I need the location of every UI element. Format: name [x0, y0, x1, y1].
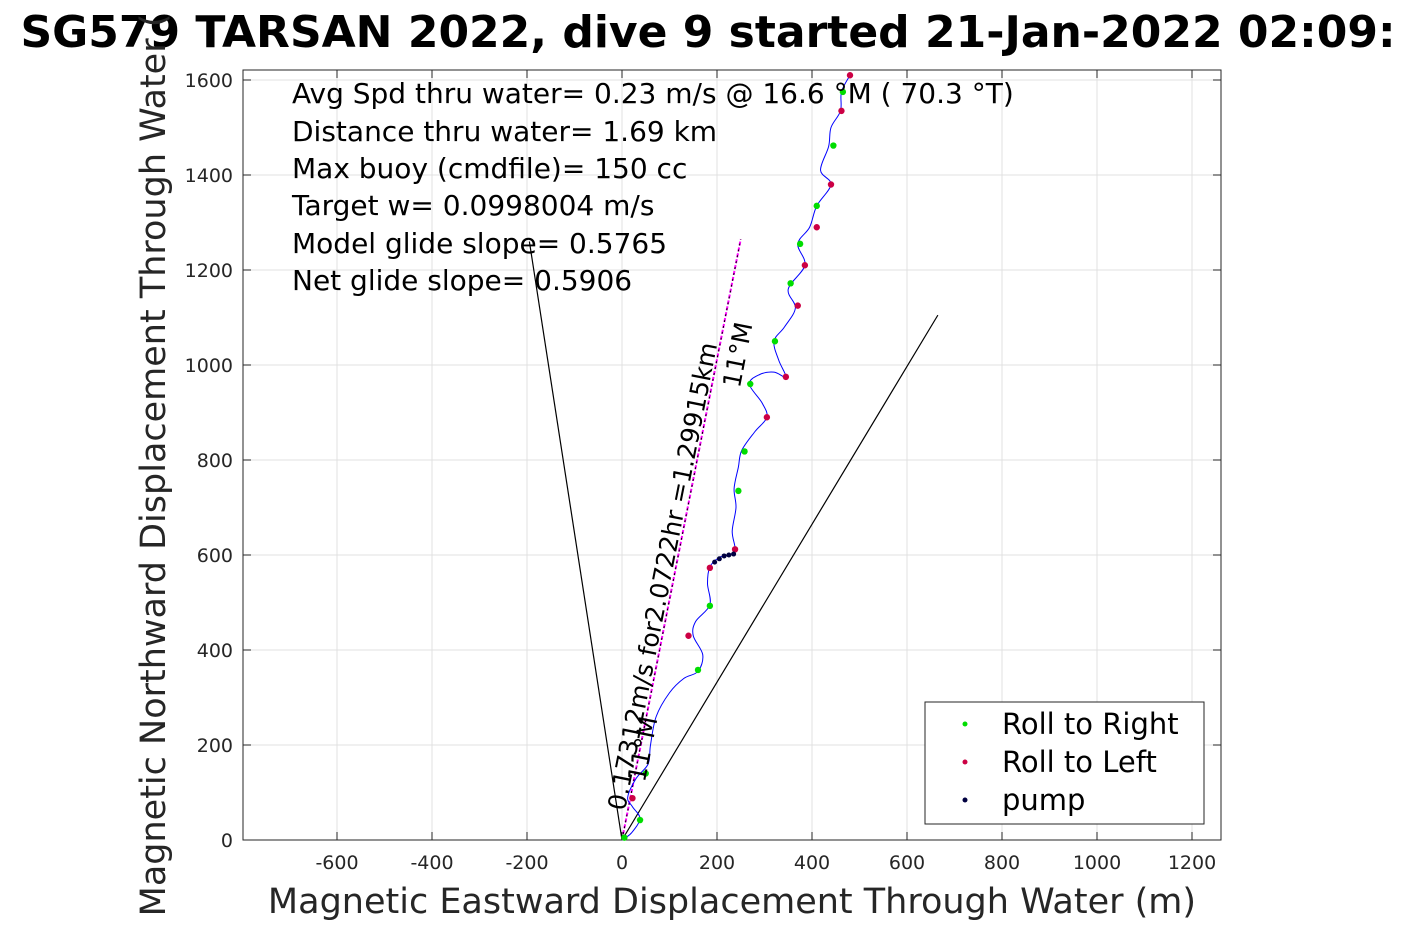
direction-line-right-bound — [621, 314, 939, 841]
y-axis-label: Magnetic Northward Displacement Through … — [134, 14, 174, 917]
marker-roll-to-left — [731, 546, 739, 553]
legend-label-right: Roll to Right — [1002, 707, 1179, 741]
marker-roll-to-right — [830, 142, 837, 149]
y-tick-label: 0 — [221, 830, 233, 852]
direction-line-left-bound — [528, 241, 623, 841]
legend-label-left: Roll to Left — [1002, 745, 1157, 779]
marker-roll-to-left — [794, 302, 801, 309]
marker-roll-to-left — [763, 414, 771, 421]
annotation-target-w: Target w= 0.0998004 m/s — [291, 189, 654, 222]
legend-marker-pump — [962, 797, 968, 803]
marker-roll-to-right — [813, 202, 820, 210]
x-tick-label: 0 — [616, 852, 628, 874]
marker-roll-to-left — [801, 262, 809, 269]
marker-roll-to-left — [685, 632, 692, 639]
x-tick-label: 600 — [889, 852, 925, 874]
annotation-net-glide: Net glide slope= 0.5906 — [292, 264, 632, 297]
chart-title: SG579 TARSAN 2022, dive 9 started 21-Jan… — [20, 7, 1395, 58]
marker-roll-to-left — [846, 72, 854, 79]
annotation-max-buoy: Max buoy (cmdfile)= 150 cc — [292, 152, 687, 185]
marker-roll-to-right — [839, 88, 847, 96]
glider-track — [621, 75, 851, 841]
marker-roll-to-left — [706, 564, 714, 572]
direction-line-current-overlay — [621, 239, 742, 841]
plot-area — [242, 69, 1222, 841]
x-tick-label: 800 — [984, 852, 1020, 874]
x-tick-label: 400 — [794, 852, 830, 874]
marker-roll-to-right — [747, 380, 754, 388]
legend: Roll to Right Roll to Left pump — [924, 701, 1205, 825]
y-tick-label: 600 — [197, 545, 233, 567]
roll-markers — [621, 72, 854, 841]
marker-roll-to-right — [642, 770, 649, 777]
x-tick-label: 1200 — [1168, 852, 1216, 874]
marker-roll-to-left — [813, 224, 820, 231]
marker-roll-to-left — [782, 373, 790, 381]
marker-roll-to-left — [827, 181, 835, 188]
y-tick-label: 1200 — [185, 260, 233, 282]
marker-roll-to-right — [706, 602, 714, 610]
marker-roll-to-right — [694, 666, 702, 674]
direction-lines — [528, 238, 939, 841]
marker-roll-to-right — [771, 338, 779, 345]
marker-pump — [731, 551, 737, 557]
y-tick-label: 1400 — [185, 165, 233, 187]
x-tick-label: 200 — [699, 852, 735, 874]
current-label: 0.17312m/s for2.0722hr =1.29915km — [602, 340, 723, 813]
x-tick-label: 1000 — [1073, 852, 1121, 874]
x-tick-label: -600 — [315, 852, 358, 874]
marker-roll-to-right — [735, 487, 742, 495]
marker-pump — [721, 553, 727, 559]
x-tick-label: -200 — [505, 852, 548, 874]
marker-roll-to-right — [787, 280, 794, 287]
annotation-avg-speed: Avg Spd thru water= 0.23 m/s @ 16.6 °M (… — [292, 77, 1014, 110]
y-tick-label: 200 — [197, 735, 233, 757]
stats-annotations: Avg Spd thru water= 0.23 m/s @ 16.6 °M (… — [291, 77, 1014, 297]
annotation-distance: Distance thru water= 1.69 km — [292, 115, 717, 148]
legend-marker-right — [962, 721, 968, 727]
marker-roll-to-right — [741, 448, 748, 455]
legend-box — [924, 701, 1205, 825]
marker-roll-to-left — [838, 107, 845, 115]
marker-roll-to-left — [629, 795, 636, 802]
marker-pump — [726, 552, 732, 558]
legend-label-pump: pump — [1002, 783, 1085, 817]
x-axis-label: Magnetic Eastward Displacement Through W… — [268, 882, 1196, 922]
axis-ticks: -600 -400 -200 0 200 400 600 800 1000 1200 0 200 400… — [185, 70, 1221, 874]
marker-roll-to-right — [636, 816, 644, 824]
y-tick-label: 1600 — [185, 70, 233, 92]
y-tick-label: 1000 — [185, 355, 233, 377]
marker-roll-to-right — [796, 240, 804, 248]
y-tick-label: 800 — [197, 450, 233, 472]
legend-marker-left — [962, 759, 968, 765]
marker-roll-to-right — [621, 834, 628, 841]
annotation-model-glide: Model glide slope= 0.5765 — [292, 227, 667, 260]
track-path — [621, 75, 851, 841]
marker-pump — [712, 559, 718, 565]
marker-pump — [716, 556, 722, 562]
y-tick-label: 400 — [197, 640, 233, 662]
x-tick-label: -400 — [410, 852, 453, 874]
